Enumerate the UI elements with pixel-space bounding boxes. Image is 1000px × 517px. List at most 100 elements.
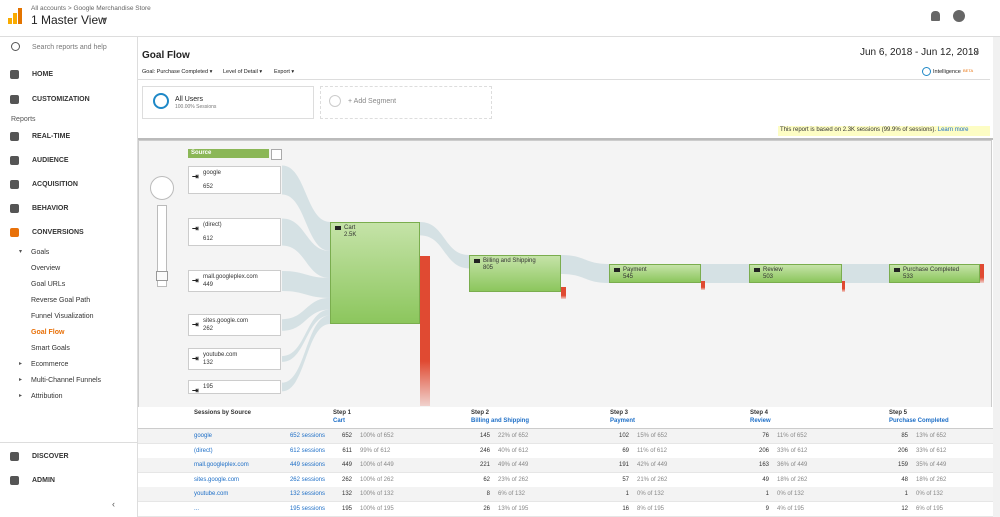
table-row	[138, 458, 993, 474]
step-node[interactable]	[609, 264, 701, 283]
source-node[interactable]	[188, 166, 281, 194]
step-goal[interactable]: Billing and Shipping	[471, 418, 529, 424]
add-segment-box[interactable]	[320, 86, 492, 119]
dimension-dropdown[interactable]: Source	[188, 149, 269, 158]
source-node[interactable]	[188, 270, 281, 292]
nav-item[interactable]: CUSTOMIZATION	[32, 96, 90, 103]
zoom-slider[interactable]	[157, 205, 167, 287]
source-label[interactable]: youtube.com	[203, 352, 238, 358]
cell-share: 11% of 612	[637, 447, 667, 454]
source-label[interactable]: sites.google.com	[203, 318, 249, 324]
flow-link	[282, 271, 330, 298]
flag-icon	[894, 268, 900, 272]
source-label[interactable]: (direct)	[203, 222, 222, 228]
step-node[interactable]	[749, 264, 842, 283]
cell-count: 159	[897, 462, 908, 469]
cell-count: 163	[758, 462, 769, 469]
step-node[interactable]	[469, 255, 561, 292]
source-value: 449	[203, 282, 214, 288]
source-arrow: ⇥	[192, 320, 199, 329]
row-source[interactable]: google	[194, 433, 213, 439]
step-goal[interactable]: Purchase Completed	[889, 418, 949, 424]
nav-item[interactable]: Funnel Visualization	[31, 313, 94, 320]
breadcrumb[interactable]: All accounts > Google Merchandise Store	[31, 5, 151, 12]
row-sessions[interactable]: 652 sessions	[289, 433, 325, 439]
row-sessions[interactable]: 449 sessions	[289, 462, 325, 469]
step-goal[interactable]: Payment	[610, 418, 636, 424]
step-goal[interactable]: Cart	[333, 418, 346, 424]
zoom-pan[interactable]	[150, 176, 174, 200]
toolbar-button[interactable]: Goal: Purchase Completed ▾	[142, 69, 213, 75]
source-value: 262	[203, 326, 214, 332]
table-row	[138, 487, 993, 503]
nav-item[interactable]: Ecommerce	[31, 361, 69, 368]
intelligence[interactable]: Intelligence	[933, 69, 961, 75]
cell-share: 4% of 195	[777, 506, 805, 512]
step-label: Billing and Shipping	[483, 258, 536, 264]
bell-icon	[931, 11, 940, 21]
nav-item[interactable]: ACQUISITION	[32, 181, 78, 188]
nav-item[interactable]: Goal URLs	[31, 281, 66, 288]
notice-text: This report is based on 2.3K sessions (9…	[780, 127, 938, 133]
step-value: 533	[903, 274, 914, 280]
source-arrow: ⇥	[192, 224, 199, 233]
row-source[interactable]: youtube.com	[194, 491, 229, 498]
nav-item[interactable]: Smart Goals	[31, 345, 70, 352]
nav-item[interactable]: Overview	[31, 265, 61, 272]
row-sessions[interactable]: 612 sessions	[289, 447, 325, 454]
row-sessions[interactable]: 132 sessions	[289, 491, 325, 498]
row-sessions[interactable]: 262 sessions	[289, 476, 325, 483]
source-label[interactable]: mall.googleplex.com	[203, 274, 258, 280]
toolbar-button[interactable]: Export ▾	[274, 69, 295, 75]
add-segment[interactable]: + Add Segment	[348, 98, 397, 105]
step-node[interactable]	[889, 264, 980, 283]
source-node[interactable]	[188, 380, 281, 394]
segment-box[interactable]	[142, 86, 314, 119]
nav-item[interactable]: REAL-TIME	[32, 133, 71, 140]
row-sessions[interactable]: 195 sessions	[289, 506, 325, 512]
source-label[interactable]: google	[203, 170, 222, 176]
date-range[interactable]: Jun 6, 2018 - Jun 12, 2018	[860, 47, 979, 58]
source-value: 652	[203, 184, 214, 190]
cell-count: 195	[341, 506, 352, 512]
segment-name[interactable]: All Users	[175, 96, 204, 103]
logo	[8, 8, 22, 24]
nav-item[interactable]: Goal Flow	[31, 329, 65, 336]
step-node[interactable]	[330, 222, 420, 324]
nav-item[interactable]: ADMIN	[32, 477, 55, 484]
step-link	[561, 255, 609, 283]
search-box[interactable]: Search reports and help	[32, 44, 107, 51]
source-node[interactable]	[188, 314, 281, 336]
dropdown-settings[interactable]	[271, 149, 282, 160]
cell-share: 8% of 195	[637, 506, 665, 512]
nav-item[interactable]: HOME	[32, 71, 53, 78]
row-source[interactable]: (direct)	[194, 447, 213, 454]
collapse-arrow[interactable]: ‹	[112, 499, 115, 509]
nav-item[interactable]: Multi-Channel Funnels	[31, 377, 102, 384]
nav-icon	[10, 452, 19, 461]
row-source[interactable]: ...	[194, 506, 200, 512]
notice-link[interactable]: Learn more	[937, 127, 969, 133]
nav-item[interactable]: BEHAVIOR	[32, 205, 69, 212]
toolbar-button[interactable]: Level of Detail ▾	[223, 69, 263, 75]
nav-item[interactable]: Goals	[31, 249, 50, 256]
source-value: 195	[203, 384, 214, 390]
nav-item[interactable]: CONVERSIONS	[32, 229, 84, 236]
nav-item[interactable]: Reverse Goal Path	[31, 297, 91, 304]
date-caret: ▾	[975, 48, 980, 57]
source-node[interactable]	[188, 348, 281, 370]
source-node[interactable]	[188, 218, 281, 246]
source-value: 612	[203, 236, 214, 242]
cell-count: 57	[622, 476, 629, 483]
nav-icon	[10, 132, 19, 141]
cell-share: 22% of 652	[498, 433, 529, 439]
row-source[interactable]: mall.googleplex.com	[194, 462, 249, 469]
row-source[interactable]: sites.google.com	[194, 476, 240, 483]
nav-item[interactable]: Attribution	[31, 393, 63, 400]
table-row	[138, 472, 993, 488]
view-selector[interactable]: 1 Master View	[31, 13, 107, 27]
flow-link	[282, 218, 330, 279]
nav-item[interactable]: AUDIENCE	[32, 157, 69, 164]
step-goal[interactable]: Review	[750, 418, 771, 424]
nav-item[interactable]: DISCOVER	[32, 453, 69, 460]
